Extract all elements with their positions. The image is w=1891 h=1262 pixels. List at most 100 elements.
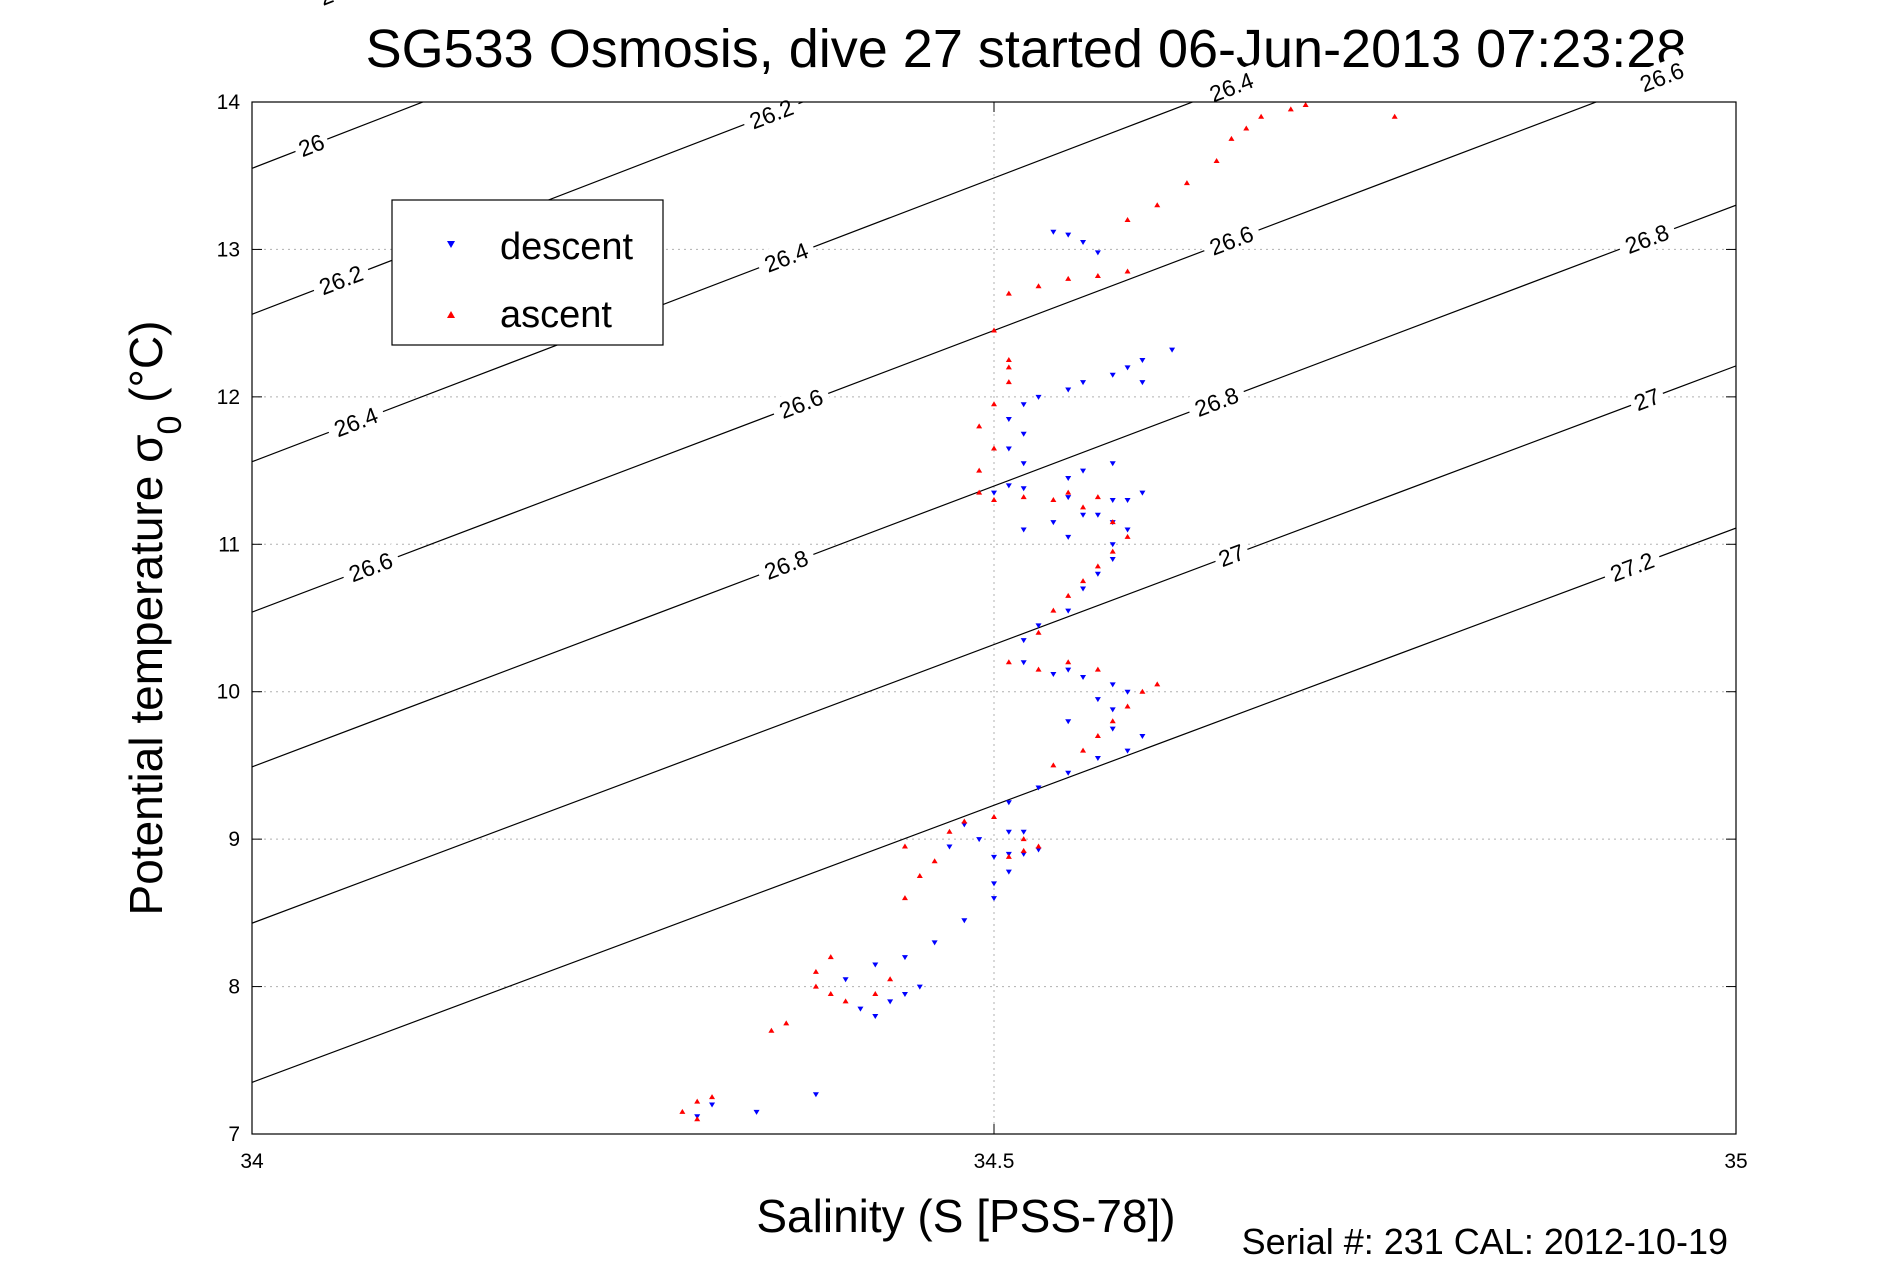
ascent-point: [1035, 629, 1042, 635]
ascent-point: [991, 497, 997, 503]
descent-point: [1124, 527, 1131, 533]
descent-point: [812, 1092, 819, 1098]
descent-point: [1080, 586, 1087, 592]
descent-point: [842, 977, 849, 983]
ascent-point: [827, 990, 834, 996]
ascent-point: [1094, 272, 1101, 278]
ascent-point: [1080, 578, 1087, 584]
contour-label-background: [308, 256, 373, 302]
descent-point: [1124, 748, 1131, 754]
ascent-point: [1005, 659, 1012, 665]
descent-point: [1065, 667, 1072, 673]
descent-point: [1005, 829, 1012, 835]
descent-point: [872, 1014, 879, 1020]
legend-ascent-label: ascent: [500, 294, 612, 336]
ascent-point: [1050, 607, 1057, 613]
ascent-point: [1065, 592, 1072, 598]
ascent-point: [812, 968, 819, 974]
descent-point: [1139, 380, 1146, 386]
ascent-point: [901, 843, 908, 849]
descent-point: [1020, 461, 1027, 467]
x-tick-label: 35: [1724, 1150, 1747, 1173]
ascent-point: [694, 1116, 701, 1122]
descent-point: [1050, 672, 1057, 678]
ascent-point: [1005, 364, 1012, 370]
ascent-point: [1065, 489, 1072, 495]
ascent-point: [976, 467, 983, 473]
contour-label: 26.8: [1614, 215, 1679, 261]
ascent-point: [1035, 666, 1042, 672]
descent-point: [991, 854, 997, 860]
contour-label-text: 26.6: [1206, 220, 1257, 260]
ascent-point: [1005, 357, 1012, 362]
x-tick-label: 34.5: [974, 1150, 1015, 1173]
descent-point: [991, 881, 997, 887]
ascent-point: [827, 954, 834, 960]
contour-label: 27: [1210, 536, 1252, 573]
density-contour-line: [252, 204, 1736, 768]
density-contour-line: [252, 527, 1736, 1083]
contour-label-text: 26.6: [776, 384, 827, 424]
descent-point: [1050, 229, 1057, 235]
density-contour-line: [252, 365, 1736, 924]
descent-point: [991, 896, 997, 902]
descent-point: [901, 955, 908, 961]
ascent-point: [812, 983, 819, 989]
descent-point: [1020, 527, 1027, 533]
descent-point: [1139, 358, 1146, 363]
contour-label-text: 26.8: [1191, 382, 1242, 422]
descent-point: [1020, 431, 1027, 437]
ascent-point: [783, 1020, 790, 1026]
contour-label: 25.8: [308, 0, 373, 13]
contour-label-text: 26.4: [330, 402, 381, 442]
contour-label-text: 26.8: [1621, 219, 1672, 259]
descent-point: [1065, 719, 1072, 725]
ascent-point: [1243, 125, 1250, 131]
ascent-point: [694, 1098, 701, 1104]
contour-label-background: [754, 541, 818, 587]
contour-label-text: 26.2: [746, 94, 797, 134]
descent-point: [1109, 461, 1116, 467]
descent-point: [1035, 785, 1042, 791]
contour-label-background: [1614, 215, 1679, 261]
ascent-point: [1124, 268, 1131, 274]
ascent-point: [842, 998, 849, 1004]
contour-label: 27: [1626, 380, 1668, 417]
ascent-point: [1005, 853, 1012, 859]
ascent-point: [916, 873, 923, 878]
ascent-point: [1005, 379, 1012, 385]
descent-point: [1080, 240, 1087, 246]
descent-point: [1020, 660, 1027, 666]
ascent-point: [1094, 732, 1101, 738]
contour-label-background: [768, 380, 833, 426]
descent-point: [1020, 638, 1027, 644]
ascent-point: [1109, 548, 1116, 554]
descent-point: [976, 837, 983, 843]
descent-point: [1109, 682, 1116, 688]
ascent-point: [1228, 135, 1235, 141]
ascent-point: [709, 1094, 716, 1100]
ascent-point: [1109, 718, 1116, 724]
ascent-point: [1035, 843, 1042, 849]
contour-label: 26.2: [739, 90, 803, 136]
descent-point: [1035, 847, 1042, 853]
ascent-point: [1035, 283, 1042, 289]
descent-point: [887, 999, 894, 1005]
descent-point: [1020, 851, 1027, 857]
ascent-point: [1065, 659, 1072, 665]
axis-ticks: 34 34.5 35 7 8 9 10 11 12 13 14: [217, 91, 1748, 1173]
y-tick-label: 10: [217, 681, 240, 704]
descent-point: [1094, 512, 1101, 518]
descent-point: [1094, 756, 1101, 762]
descent-point: [1124, 365, 1131, 371]
contour-label: 26.6: [768, 380, 833, 426]
contour-label: 26.8: [1184, 378, 1248, 424]
descent-point: [1124, 689, 1131, 695]
contour-label: 26.6: [1199, 217, 1263, 262]
ascent-point: [1020, 847, 1027, 853]
descent-point: [1035, 623, 1042, 629]
ascent-point: [1050, 497, 1057, 503]
ascent-point: [1094, 666, 1101, 672]
ascent-point: [991, 814, 997, 820]
descent-point: [1065, 232, 1072, 238]
